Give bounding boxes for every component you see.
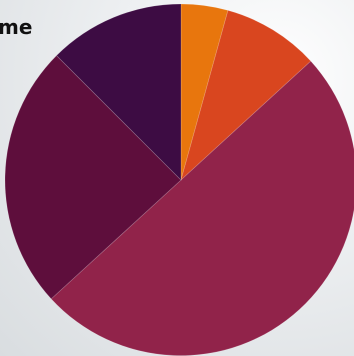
- pie-slice-3: [50, 60, 354, 356]
- pie-slice-1: [180, 3, 229, 181]
- pie-slice-2: [180, 9, 312, 182]
- pie-slice-4: [4, 54, 182, 300]
- pie-slice-5: [55, 3, 182, 181]
- chart-title: me: [0, 15, 33, 39]
- pie-slices: [4, 3, 354, 356]
